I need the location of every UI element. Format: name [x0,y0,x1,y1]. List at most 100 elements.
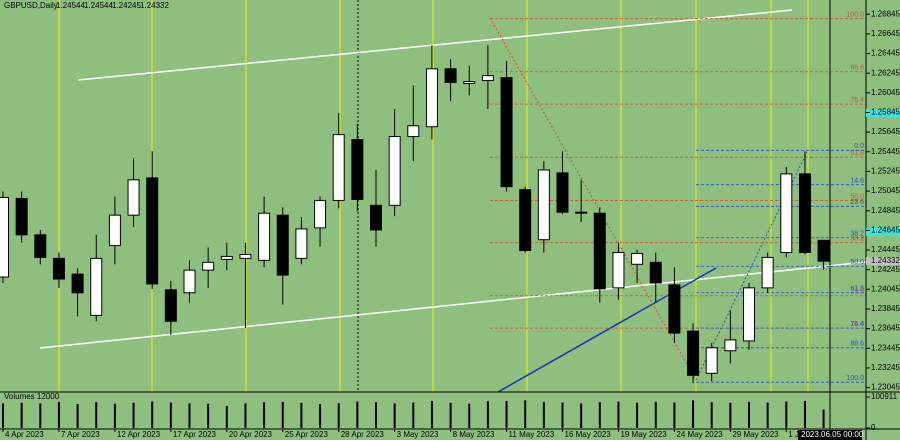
candle-body [108,214,121,247]
fib-label: 100.0 [846,12,864,19]
x-tick-label: 20 Apr 2023 [229,430,273,439]
y-tick-label: 1.25245 [871,167,900,176]
fib-label: 76.4 [850,321,864,328]
y-tick-label: 1.26445 [871,49,900,58]
current-price-box [866,257,900,266]
candle-body [519,189,532,252]
x-tick-label: 12 Apr 2023 [117,430,161,439]
y-tick-label: 1.25845 [871,108,900,117]
fib-label: 50.0 [850,193,864,200]
candle-body [332,134,345,201]
candle-body [15,197,28,236]
candle-body [425,68,438,128]
candle-body [258,212,271,261]
x-tick-label: 25 Apr 2023 [285,430,329,439]
candle-body [239,253,252,259]
candle-body [556,172,569,213]
fib-label: 38.2 [850,231,864,238]
x-tick-label: 16 May 2023 [565,430,612,439]
trendline [39,261,867,349]
y-tick-label: 1.26645 [871,29,900,38]
candle-body [71,273,84,294]
candle-body [649,261,662,284]
candle-body [407,125,420,138]
x-tick-label: 7 Apr 2023 [61,430,100,439]
y-tick-label: 100911 [871,392,898,401]
candle-body [34,234,47,258]
candle-body [146,177,159,285]
candle-body [537,169,550,241]
price-line-label [866,228,900,236]
y-tick-label: 1.23645 [871,324,900,333]
header-value: 1.24332 [140,1,169,10]
candle-body [575,211,588,214]
fib-label: 14.6 [850,178,864,185]
candle-body [370,204,382,231]
y-tick-label: 1.24645 [871,225,900,234]
header-value: 1.24544 [84,1,113,10]
y-tick-label: 1.25645 [871,127,900,136]
y-tick-label: 1.23845 [871,304,900,313]
fib-label: 61.8 [850,150,864,157]
trendline [77,9,793,81]
price-line-label [866,109,900,117]
y-tick-label: 1.26045 [871,88,900,97]
candle-body [463,81,476,85]
candle-body [687,330,700,376]
candle-body [668,284,681,334]
candle-body [761,256,774,289]
fib-label: 88.6 [850,341,864,348]
header-value: 1.24544 [56,1,85,10]
candle-body [705,347,718,374]
candle-body [202,261,215,271]
header-value: 1.24245 [112,1,141,10]
fib-label: 88.6 [850,65,864,72]
y-tick-label: 1.24045 [871,284,900,293]
y-tick-label: 1.25045 [871,186,900,195]
x-tick-label: 19 May 2023 [620,430,667,439]
fib-label: 23.6 [850,289,864,296]
candle-body [164,289,177,322]
x-tick-label: 4 Apr 2023 [5,430,44,439]
cursor-box [798,430,862,440]
plot: 100.0 88.6 76.4 61.8 50.0 38.2 23.6 14.6 0.0 14.6… [0,12,866,384]
candle-body [0,196,9,278]
fibo-anchor [489,17,697,381]
candle-body [220,255,233,260]
fib-label: 76.4 [850,97,864,104]
candle-body [798,173,811,253]
candle-body [743,287,755,342]
x-tick-label: 29 May 2023 [732,430,779,439]
fib-label: 100.0 [846,375,864,382]
y-tick-label: 1.24845 [871,206,900,215]
candle-body [127,179,140,216]
chart-title: GBPUSD,Daily [4,1,58,10]
x-tick-label: 28 Apr 2023 [341,430,385,439]
y-tick-label: 1.26845 [871,9,900,18]
candle-body [183,269,196,294]
y-tick-label: 1.23445 [871,343,900,352]
candle-body [351,139,364,200]
candle-body [593,212,606,290]
fib-label: 14.6 [850,321,864,328]
candle-body [500,77,513,188]
candle-body [612,251,625,289]
candle-body [90,257,103,316]
fib-label: 61.8 [850,286,864,293]
x-tick-label: 17 Apr 2023 [173,430,217,439]
candle-body [276,214,289,276]
candle-body [314,199,327,229]
y-tick-label: 1.23045 [871,383,900,392]
current-price-label: 1.24332 [871,256,900,265]
y-tick-label: 1.24445 [871,245,900,254]
candle-body [444,68,457,84]
y-tick-label: 1.24245 [871,265,900,274]
candle-body [724,339,737,352]
x-tick-label: 8 May 2023 [453,430,495,439]
y-tick-label: 0 [871,423,876,432]
fib-label: 0.0 [854,143,864,150]
candle-body [388,136,401,206]
candle-body [52,257,65,280]
